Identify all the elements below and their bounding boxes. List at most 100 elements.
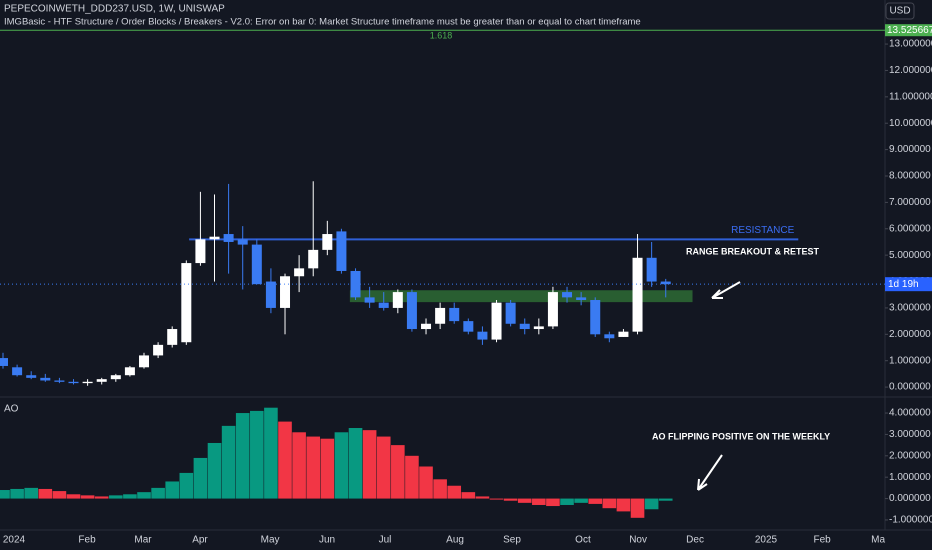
ao-bar — [221, 425, 236, 499]
fib-price: 13.525667 — [887, 25, 932, 36]
candle-body — [322, 234, 333, 250]
ao-bar — [602, 498, 617, 509]
ao-bar — [658, 498, 673, 501]
ao-bar — [560, 498, 574, 505]
y-tick-label: 0.000000 — [889, 382, 931, 393]
candle-body — [477, 331, 488, 340]
candle-body — [54, 380, 65, 382]
ao-bar — [165, 481, 180, 499]
ao-bar — [644, 498, 659, 510]
ao-bar — [123, 494, 137, 499]
x-tick-label: 2025 — [755, 535, 778, 546]
annotation: AO FLIPPING POSITIVE ON THE WEEKLY — [652, 431, 830, 441]
y-tick-label: 3.000000 — [889, 429, 931, 440]
y-tick-label: 2.000000 — [889, 450, 931, 461]
ao-bar — [278, 421, 292, 499]
x-tick-label: Ma — [871, 535, 885, 546]
candle-body — [576, 297, 587, 301]
candle-body — [632, 257, 643, 332]
candle-body — [646, 257, 657, 282]
candle-body — [209, 236, 220, 240]
y-tick-label: 5.000000 — [889, 250, 931, 261]
ao-bar — [24, 487, 39, 499]
candle-body — [435, 307, 446, 324]
y-tick-label: 12.000000 — [889, 65, 932, 76]
candle-body — [533, 326, 544, 330]
candle-body — [12, 367, 23, 376]
ao-bar — [574, 498, 588, 503]
y-tick-label: 13.000000 — [889, 39, 932, 50]
ao-bar — [447, 485, 462, 499]
ao-bar — [179, 472, 194, 499]
y-tick-label: 9.000000 — [889, 144, 931, 155]
y-tick-label: 10.000000 — [889, 118, 932, 129]
x-tick-label: Jun — [319, 535, 335, 546]
resistance-label: RESISTANCE — [731, 225, 794, 236]
y-tick-label: 8.000000 — [889, 171, 931, 182]
ao-bar — [433, 479, 447, 499]
ao-bar — [94, 496, 109, 499]
ao-bar — [109, 495, 123, 499]
candle-body — [251, 244, 262, 285]
x-tick-label: 2024 — [3, 535, 26, 546]
candle-body — [237, 239, 248, 245]
ao-bar — [348, 428, 363, 499]
candle-body — [26, 375, 37, 378]
candle-body — [96, 379, 107, 382]
currency-box[interactable] — [885, 2, 915, 20]
ao-bar — [292, 432, 306, 499]
ao-bar — [306, 436, 321, 499]
ao-bar — [532, 498, 546, 505]
currency[interactable]: USD — [889, 6, 910, 17]
candle-body — [449, 307, 460, 322]
candle-body — [181, 263, 192, 343]
ao-bar — [38, 488, 53, 499]
ao-bar — [630, 498, 645, 518]
arrow — [697, 454, 723, 491]
candle-body — [336, 231, 347, 271]
candle-body — [547, 292, 558, 327]
candle-body — [223, 234, 234, 242]
candle-body — [463, 321, 474, 332]
ao-bar — [0, 490, 10, 499]
ao-bar — [489, 498, 504, 500]
fib-price-tag — [885, 24, 932, 37]
x-tick-label: May — [261, 535, 280, 546]
candle-body — [562, 292, 573, 298]
ao-bar — [207, 442, 222, 499]
ao-bar — [503, 498, 518, 501]
candle-body — [505, 302, 516, 324]
ao-bar — [461, 492, 476, 499]
candle-body — [491, 302, 502, 340]
y-tick-label: -1.000000 — [889, 515, 932, 526]
candle-body — [280, 276, 291, 308]
x-tick-label: Dec — [686, 535, 704, 546]
y-tick-label: 6.000000 — [889, 223, 931, 234]
countdown-tag — [885, 277, 932, 292]
zone — [349, 290, 693, 303]
indicator-status: IMGBasic - HTF Structure / Order Blocks … — [4, 17, 641, 28]
ao-bar — [66, 494, 81, 499]
candle-body — [590, 300, 601, 335]
y-tick-label: 11.000000 — [889, 91, 932, 102]
x-tick-label: Apr — [192, 535, 208, 546]
ao-bar — [517, 498, 532, 503]
candle-body — [378, 302, 389, 308]
candle-body — [618, 331, 629, 337]
candle-body — [167, 329, 178, 345]
ao-bar — [193, 457, 208, 499]
annotation: RANGE BREAKOUT & RETEST — [686, 246, 820, 256]
candle-body — [68, 381, 79, 384]
ao-bar — [320, 438, 335, 499]
ao-bar — [264, 407, 278, 499]
pane-title: AO — [4, 404, 19, 415]
y-tick-label: 0.000000 — [889, 493, 931, 504]
arrow — [711, 281, 741, 299]
candle-body — [308, 249, 319, 269]
candle-body — [40, 377, 51, 381]
candle-body — [519, 323, 530, 330]
ao-bar — [137, 492, 151, 499]
candle-body — [0, 358, 9, 366]
